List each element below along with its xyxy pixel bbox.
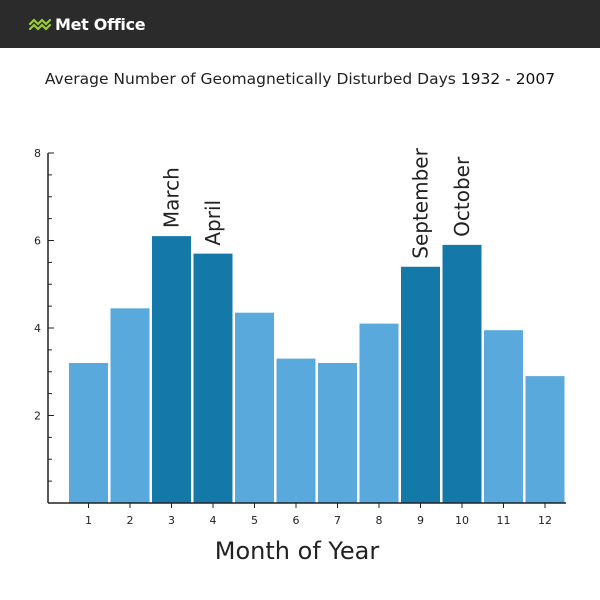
annotation-april: April (201, 200, 225, 246)
annotation-march: March (160, 167, 184, 228)
bar-month-12 (525, 376, 565, 503)
bar-month-8 (359, 323, 399, 503)
bars-group (69, 236, 565, 503)
bar-month-3 (152, 236, 191, 503)
x-tick-label: 5 (251, 514, 258, 527)
bar-month-9 (401, 266, 440, 503)
x-tick-label: 7 (334, 514, 341, 527)
bar-month-4 (193, 253, 233, 503)
x-tick-label: 4 (210, 514, 217, 527)
x-tick-label: 6 (293, 514, 300, 527)
x-tick-label: 8 (376, 514, 383, 527)
axes-group (47, 152, 566, 508)
chart-title-years: 1932 - 2007 (460, 70, 556, 88)
x-tick-label: 2 (127, 514, 134, 527)
annotation-october: October (450, 156, 474, 237)
chart-title: Average Number of Geomagnetically Distur… (0, 70, 600, 88)
x-tick-label: 10 (455, 514, 469, 527)
bar-month-11 (484, 330, 523, 503)
x-tick-label: 1 (85, 514, 92, 527)
x-tick-label: 3 (168, 514, 175, 527)
x-axis-title: Month of Year (215, 537, 380, 565)
met-office-logo[interactable]: Met Office (28, 12, 146, 36)
bar-month-10 (442, 244, 482, 503)
met-office-chevrons-icon (28, 18, 52, 31)
y-tick-label: 2 (34, 410, 41, 423)
chart-title-main: Average Number of Geomagnetically Distur… (44, 70, 456, 88)
x-tick-label: 12 (538, 514, 552, 527)
y-tick-label: 4 (34, 322, 41, 335)
logo-text: Met Office (55, 14, 146, 34)
x-tick-label: 9 (417, 514, 424, 527)
bar-month-5 (235, 312, 274, 503)
bar-month-7 (318, 363, 357, 503)
header-bar: Met Office (0, 0, 600, 48)
annotation-september: September (409, 147, 433, 258)
bar-month-6 (276, 358, 316, 503)
x-tick-label: 11 (497, 514, 511, 527)
bar-month-1 (69, 363, 108, 503)
y-tick-label: 8 (34, 147, 41, 160)
y-tick-label: 6 (34, 235, 41, 248)
bar-month-2 (110, 308, 150, 503)
